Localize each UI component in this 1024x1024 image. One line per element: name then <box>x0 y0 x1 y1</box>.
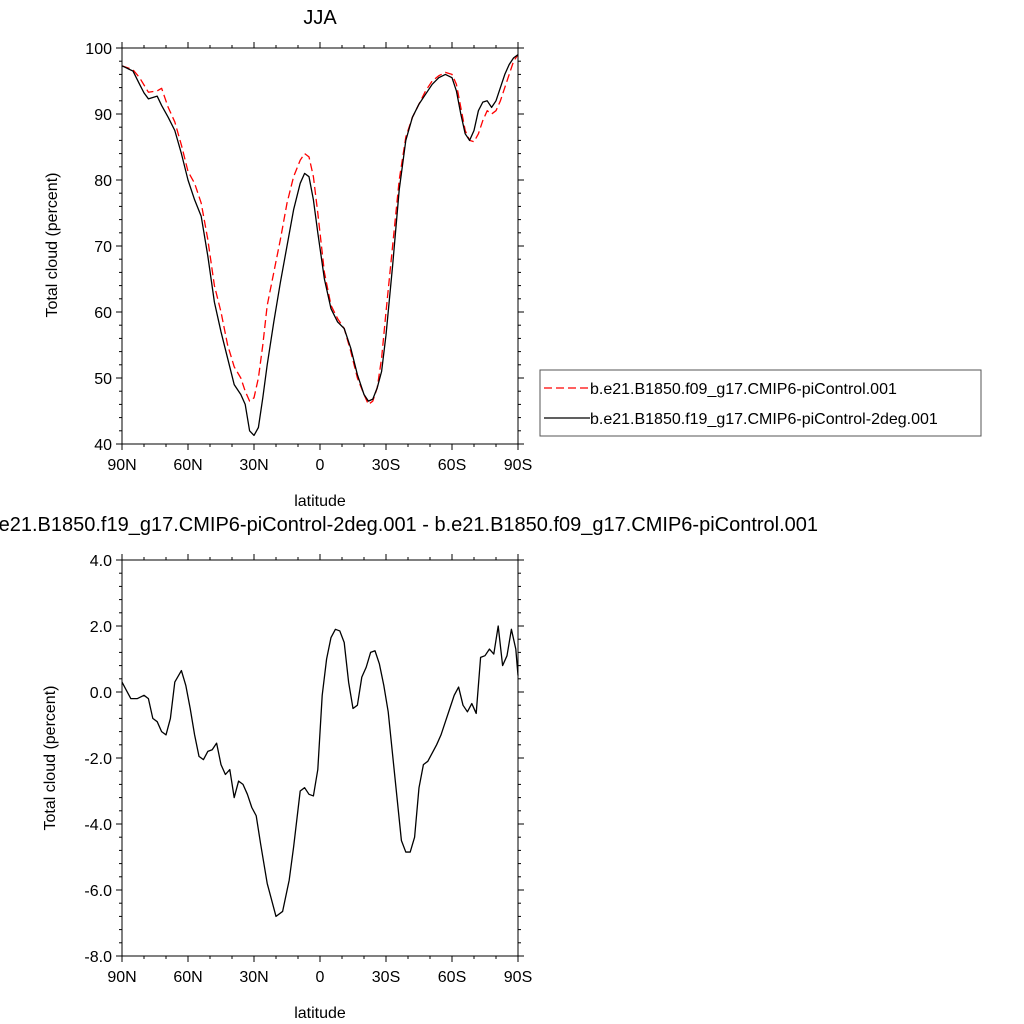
y-tick-label: 60 <box>94 305 112 322</box>
x-tick-label: 90N <box>107 457 136 474</box>
y-tick-label: 4.0 <box>90 553 112 570</box>
series-lines <box>121 625 519 918</box>
series-line-1 <box>121 625 519 918</box>
legend-label-series-2: b.e21.B1850.f19_g17.CMIP6-piControl-2deg… <box>590 411 938 428</box>
x-tick-label: 60N <box>173 457 202 474</box>
y-tick-label: -2.0 <box>84 751 112 768</box>
x-tick-label: 90S <box>504 457 532 474</box>
y-tick-label: 100 <box>85 41 112 58</box>
series-lines <box>121 54 519 437</box>
legend-box <box>539 369 982 437</box>
plot-frame <box>121 559 519 957</box>
x-tick-label: 60S <box>438 969 466 986</box>
x-tick-label: 0 <box>316 457 325 474</box>
y-tick-label: 90 <box>94 107 112 124</box>
x-tick-label: 60S <box>438 457 466 474</box>
series-line-2 <box>121 54 519 437</box>
legend-label-series-1: b.e21.B1850.f09_g17.CMIP6-piControl.001 <box>590 381 897 398</box>
y-tick-label: 0.0 <box>90 685 112 702</box>
x-tick-label: 30S <box>372 969 400 986</box>
y-tick-label: 80 <box>94 173 112 190</box>
x-tick-label: 60N <box>173 969 202 986</box>
chart-difference: b.e21.B1850.f19_g17.CMIP6-piControl-2deg… <box>0 514 818 1022</box>
x-axis-label: latitude <box>294 493 346 510</box>
x-tick-label: 0 <box>316 969 325 986</box>
y-axis-label: Total cloud (percent) <box>42 686 59 831</box>
x-tick-label: 30S <box>372 457 400 474</box>
chart-title: JJA <box>303 7 337 29</box>
x-tick-label: 90S <box>504 969 532 986</box>
y-tick-label: -6.0 <box>84 883 112 900</box>
plot-frame <box>121 47 519 445</box>
axis-ticks: 90N 60N 30N 0 30S 60S 90S -8.0 -6.0 -4.0 -2.0 0.0 2.… <box>84 553 532 986</box>
x-tick-label: 90N <box>107 969 136 986</box>
y-tick-label: -4.0 <box>84 817 112 834</box>
axis-ticks: 90N 60N 30N 0 30S 60S 90S 40 50 60 70 80 90 100 <box>85 41 532 474</box>
y-tick-label: 40 <box>94 437 112 454</box>
x-tick-label: 30N <box>239 457 268 474</box>
y-tick-label: -8.0 <box>84 949 112 966</box>
chart-jja: JJA latitude Total cloud (percent) 90N 60… <box>44 7 982 510</box>
legend: b.e21.B1850.f09_g17.CMIP6-piControl.001 … <box>539 369 982 437</box>
y-axis-label: Total cloud (percent) <box>44 173 61 318</box>
chart-title: b.e21.B1850.f19_g17.CMIP6-piControl-2deg… <box>0 514 818 536</box>
x-axis-label: latitude <box>294 1005 346 1022</box>
y-tick-label: 50 <box>94 371 112 388</box>
x-tick-label: 30N <box>239 969 268 986</box>
y-tick-label: 2.0 <box>90 619 112 636</box>
y-tick-label: 70 <box>94 239 112 256</box>
series-line-1 <box>121 54 519 406</box>
